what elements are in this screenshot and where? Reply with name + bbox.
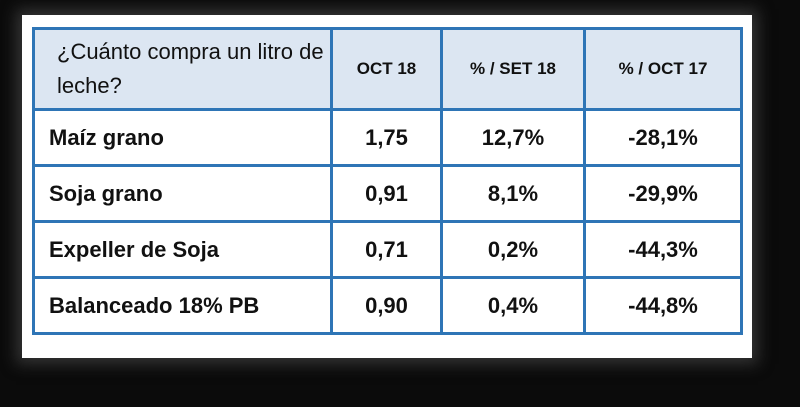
table-cell: Soja grano bbox=[32, 164, 333, 223]
table-cell: Maíz grano bbox=[32, 108, 333, 167]
header-row: ¿Cuánto compra un litro de leche? OCT 18… bbox=[32, 27, 743, 111]
table-cell: 0,91 bbox=[330, 164, 443, 223]
header-cell: % / OCT 17 bbox=[583, 27, 743, 111]
table-row: Maíz grano 1,75 12,7% -28,1% bbox=[32, 108, 743, 167]
table-cell: 12,7% bbox=[440, 108, 586, 167]
table-cell: 0,71 bbox=[330, 220, 443, 279]
table-cell: 8,1% bbox=[440, 164, 586, 223]
table-cell: -29,9% bbox=[583, 164, 743, 223]
header-cell: ¿Cuánto compra un litro de leche? bbox=[32, 27, 333, 111]
table-row: Soja grano 0,91 8,1% -29,9% bbox=[32, 164, 743, 223]
table: ¿Cuánto compra un litro de leche? OCT 18… bbox=[32, 27, 743, 335]
table-cell: 0,4% bbox=[440, 276, 586, 335]
table-cell: 0,90 bbox=[330, 276, 443, 335]
table-cell: 1,75 bbox=[330, 108, 443, 167]
table-card: ¿Cuánto compra un litro de leche? OCT 18… bbox=[22, 15, 752, 358]
header-cell: % / SET 18 bbox=[440, 27, 586, 111]
table-row: Balanceado 18% PB 0,90 0,4% -44,8% bbox=[32, 276, 743, 335]
header-cell: OCT 18 bbox=[330, 27, 443, 111]
table-cell: Expeller de Soja bbox=[32, 220, 333, 279]
table-body: Maíz grano 1,75 12,7% -28,1% Soja grano 0,91 8… bbox=[32, 108, 743, 335]
table-cell: 0,2% bbox=[440, 220, 586, 279]
table-row: Expeller de Soja 0,71 0,2% -44,3% bbox=[32, 220, 743, 279]
table-cell: Balanceado 18% PB bbox=[32, 276, 333, 335]
table-cell: -44,3% bbox=[583, 220, 743, 279]
table-cell: -44,8% bbox=[583, 276, 743, 335]
table-cell: -28,1% bbox=[583, 108, 743, 167]
